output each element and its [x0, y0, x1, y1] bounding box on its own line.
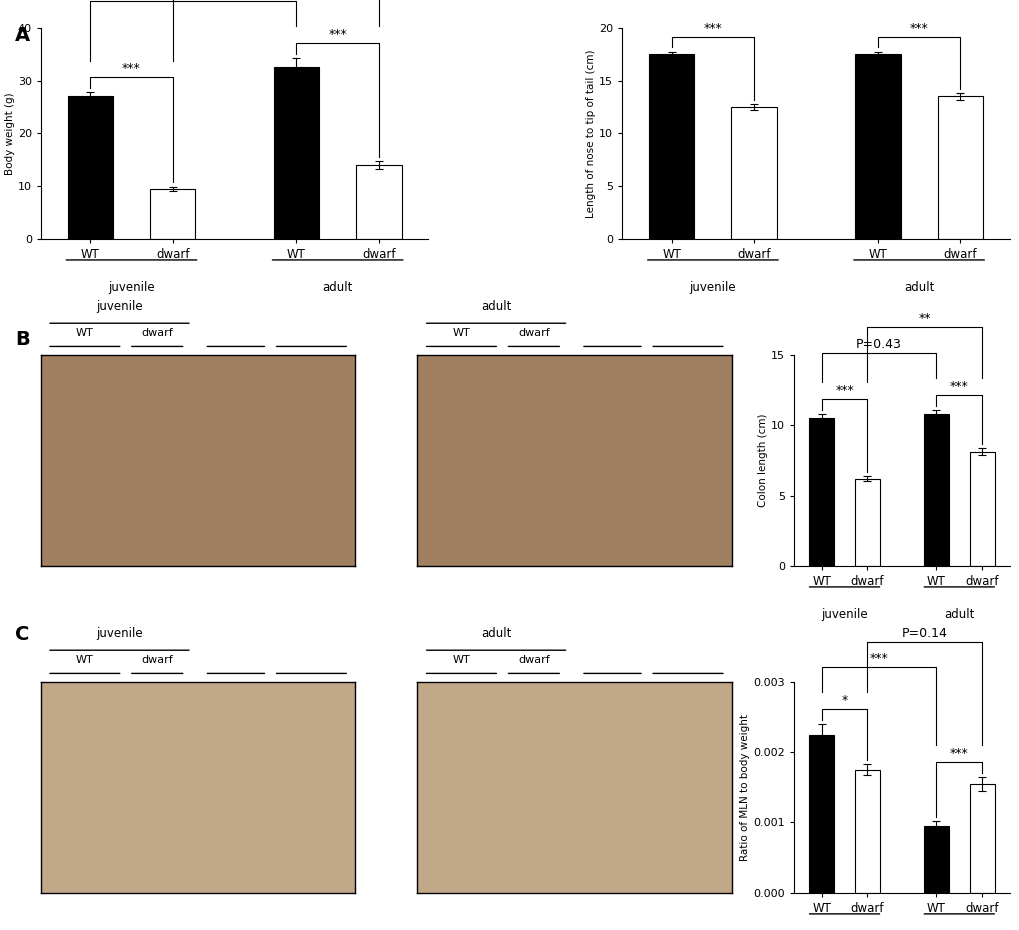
Y-axis label: Ratio of MLN to body weight: Ratio of MLN to body weight [740, 714, 750, 861]
Text: C: C [15, 625, 30, 644]
Text: juvenile: juvenile [689, 281, 736, 294]
Text: juvenile: juvenile [820, 608, 867, 621]
Y-axis label: Body weight (g): Body weight (g) [5, 92, 15, 175]
Text: ***: *** [949, 379, 968, 392]
Y-axis label: Colon length (cm): Colon length (cm) [757, 414, 767, 507]
Text: ***: *** [328, 28, 346, 41]
Text: juvenile: juvenile [96, 299, 143, 312]
Text: **: ** [918, 312, 930, 326]
Text: adult: adult [480, 299, 511, 312]
Text: ***: *** [869, 652, 888, 665]
Text: A: A [15, 26, 31, 45]
Text: juvenile: juvenile [96, 627, 143, 640]
Bar [936, 97, 982, 239]
Y-axis label: Length of nose to tip of tail (cm): Length of nose to tip of tail (cm) [586, 49, 596, 218]
Bar [969, 784, 994, 893]
Text: adult: adult [903, 281, 933, 294]
Text: dwarf: dwarf [142, 328, 173, 338]
Bar [67, 97, 113, 239]
Bar [731, 107, 776, 239]
Bar [854, 54, 900, 239]
Text: P=0.43: P=0.43 [855, 338, 901, 351]
Text: ***: *** [835, 384, 853, 397]
Bar [808, 418, 834, 565]
Text: ***: *** [703, 21, 721, 34]
Text: adult: adult [480, 627, 511, 640]
Text: WT: WT [75, 655, 94, 665]
Text: WT: WT [75, 328, 94, 338]
Bar [923, 414, 948, 565]
Bar [923, 826, 948, 893]
Text: ***: *** [909, 21, 927, 34]
Text: dwarf: dwarf [142, 655, 173, 665]
Bar [854, 770, 879, 893]
Text: P=0.14: P=0.14 [901, 627, 947, 640]
Text: juvenile: juvenile [108, 281, 155, 294]
Bar [648, 54, 694, 239]
Text: adult: adult [944, 608, 973, 621]
Bar [969, 452, 994, 565]
Text: ***: *** [949, 747, 968, 760]
Text: ***: *** [122, 62, 141, 75]
Bar [808, 735, 834, 893]
Text: WT: WT [452, 328, 470, 338]
Text: *: * [841, 694, 847, 707]
Text: dwarf: dwarf [518, 655, 549, 665]
Bar [150, 189, 196, 239]
Text: B: B [15, 330, 30, 349]
Bar [356, 165, 401, 239]
Text: WT: WT [452, 655, 470, 665]
Text: dwarf: dwarf [518, 328, 549, 338]
Bar [273, 68, 319, 239]
Bar [854, 479, 879, 565]
Text: adult: adult [322, 281, 353, 294]
